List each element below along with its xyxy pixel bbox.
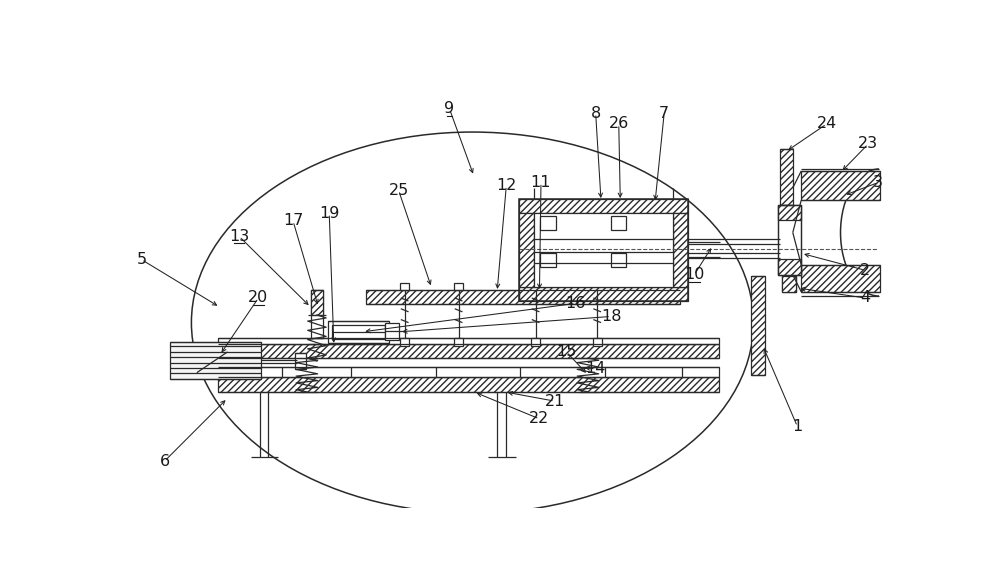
Bar	[519, 199, 688, 301]
Bar	[519, 199, 688, 214]
Bar	[782, 276, 796, 292]
Bar	[218, 367, 719, 376]
Bar	[801, 171, 880, 200]
Text: 12: 12	[496, 178, 517, 193]
Text: 21: 21	[545, 393, 565, 409]
Text: 3: 3	[873, 175, 883, 190]
Bar	[366, 290, 680, 304]
Bar	[673, 214, 688, 287]
Bar	[218, 338, 719, 344]
Bar	[385, 323, 399, 340]
Bar	[400, 338, 409, 345]
Text: 4: 4	[860, 291, 870, 305]
Bar	[611, 254, 626, 267]
Bar	[593, 283, 602, 290]
Text: 17: 17	[283, 214, 303, 228]
Bar	[519, 287, 688, 301]
Text: 11: 11	[531, 175, 551, 190]
Bar	[454, 338, 463, 345]
Bar	[540, 254, 556, 267]
Text: 15: 15	[556, 344, 577, 359]
Text: 6: 6	[159, 454, 170, 469]
Bar	[611, 216, 626, 230]
Bar	[540, 216, 556, 230]
Text: 22: 22	[529, 411, 550, 427]
Bar	[400, 283, 409, 290]
Bar	[782, 276, 796, 292]
Bar	[218, 344, 719, 358]
Bar	[311, 290, 323, 315]
Bar	[295, 353, 306, 369]
Text: 19: 19	[319, 206, 339, 221]
Bar	[531, 283, 540, 290]
Text: 14: 14	[585, 361, 606, 376]
Bar	[519, 214, 534, 287]
Bar	[454, 283, 463, 290]
Text: 8: 8	[591, 106, 601, 120]
Text: 9: 9	[444, 101, 454, 116]
Bar	[332, 325, 385, 339]
Bar	[778, 205, 801, 220]
Bar	[534, 214, 673, 287]
Text: 24: 24	[817, 116, 837, 131]
Bar	[801, 265, 880, 292]
Text: 25: 25	[388, 183, 409, 198]
Text: 2: 2	[860, 263, 870, 278]
Text: 1: 1	[792, 419, 803, 434]
Bar	[780, 150, 793, 205]
Text: 20: 20	[248, 291, 269, 305]
Text: 23: 23	[858, 136, 878, 151]
Bar	[218, 376, 719, 392]
Text: 7: 7	[659, 106, 669, 120]
Bar	[311, 290, 323, 338]
Bar	[170, 342, 261, 379]
Text: 10: 10	[684, 267, 704, 283]
Bar	[593, 338, 602, 345]
Text: 5: 5	[136, 252, 146, 267]
Text: 16: 16	[565, 296, 586, 311]
Text: 18: 18	[601, 309, 621, 324]
Bar	[751, 276, 765, 375]
Bar	[328, 321, 389, 343]
Bar	[778, 205, 801, 275]
Bar	[531, 338, 540, 345]
Text: 26: 26	[609, 116, 629, 131]
Bar	[778, 259, 801, 275]
Text: 13: 13	[229, 229, 249, 244]
